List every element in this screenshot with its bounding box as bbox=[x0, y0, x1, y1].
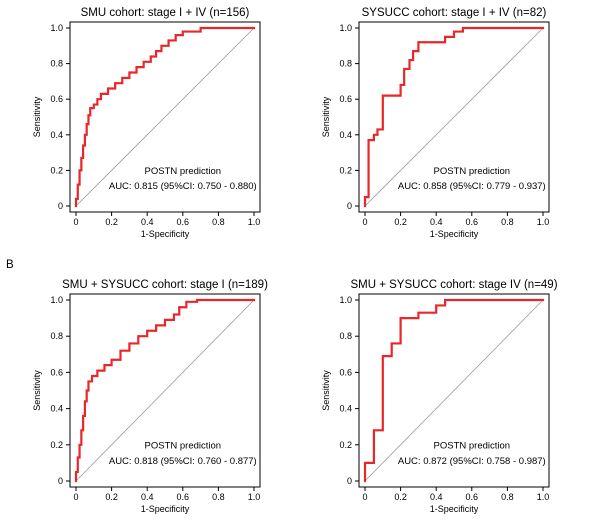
x-tick-label: 0.8 bbox=[212, 492, 225, 502]
reference-diagonal bbox=[75, 299, 255, 482]
roc-panel-3: SMU + SYSUCC cohort: stage I (n=189) 0 0.2… bbox=[32, 279, 268, 514]
annotation-auc: AUC: 0.872 (95%CI: 0.758 - 0.987) bbox=[398, 456, 546, 467]
annotation-model: POSTN prediction bbox=[434, 440, 511, 451]
roc-curve bbox=[363, 298, 545, 483]
annotation-model: POSTN prediction bbox=[145, 166, 222, 177]
y-tick-label: 0.6 bbox=[339, 94, 352, 104]
x-axis-label: 1-Specificity bbox=[430, 504, 479, 514]
annotation-auc: AUC: 0.815 (95%CI: 0.750 - 0.880) bbox=[109, 181, 257, 192]
roc-curve bbox=[74, 26, 256, 208]
y-tick-label: 0.8 bbox=[339, 59, 352, 69]
plot-frame bbox=[69, 293, 261, 488]
x-tick-label: 0.8 bbox=[501, 217, 514, 227]
x-tick-label: 0.8 bbox=[501, 492, 514, 502]
roc-panel-1: SMU cohort: stage I + IV (n=156) 0 0.2 0.4 0… bbox=[32, 7, 261, 239]
y-tick-label: 0.4 bbox=[50, 130, 63, 140]
plot-frame bbox=[358, 293, 550, 488]
y-tick-label: 0.6 bbox=[339, 367, 352, 377]
x-tick-label: 0.6 bbox=[466, 492, 479, 502]
y-tick-label: 1.0 bbox=[339, 23, 352, 33]
y-tick-label: 0.8 bbox=[50, 59, 63, 69]
chart-title: SMU cohort: stage I + IV (n=156) bbox=[81, 7, 250, 19]
x-tick-label: 0.4 bbox=[430, 217, 443, 227]
reference-diagonal bbox=[364, 299, 544, 482]
x-tick-label: 0.6 bbox=[177, 492, 190, 502]
x-tick-label: 0.2 bbox=[394, 492, 407, 502]
x-tick-label: 0 bbox=[362, 492, 367, 502]
y-tick-label: 0.2 bbox=[339, 165, 352, 175]
x-tick-label: 0.4 bbox=[141, 492, 154, 502]
x-axis-label: 1-Specificity bbox=[141, 504, 190, 514]
y-tick-label: 0 bbox=[347, 201, 352, 211]
y-tick-label: 1.0 bbox=[339, 295, 352, 305]
x-axis-label: 1-Specificity bbox=[430, 229, 479, 239]
x-tick-label: 0.6 bbox=[466, 217, 479, 227]
x-tick-label: 0.2 bbox=[105, 217, 118, 227]
y-tick-label: 1.0 bbox=[50, 23, 63, 33]
roc-curve bbox=[363, 26, 545, 208]
y-tick-label: 0.4 bbox=[339, 130, 352, 140]
x-tick-label: 0.2 bbox=[105, 492, 118, 502]
x-tick-label: 0 bbox=[73, 492, 78, 502]
annotation-model: POSTN prediction bbox=[145, 440, 222, 451]
roc-curve bbox=[74, 298, 256, 483]
x-tick-label: 0.6 bbox=[177, 217, 190, 227]
annotation-auc: AUC: 0.818 (95%CI: 0.760 - 0.877) bbox=[109, 456, 257, 467]
plot-frame bbox=[358, 21, 550, 213]
y-axis-label: Sensitivity bbox=[32, 370, 42, 411]
x-tick-label: 0.4 bbox=[141, 217, 154, 227]
y-tick-label: 0.6 bbox=[50, 94, 63, 104]
reference-diagonal bbox=[364, 27, 544, 207]
x-tick-label: 1.0 bbox=[248, 492, 261, 502]
x-tick-label: 1.0 bbox=[537, 492, 550, 502]
y-axis-label: Sensitivity bbox=[321, 96, 331, 137]
y-tick-label: 0.8 bbox=[339, 331, 352, 341]
reference-diagonal bbox=[75, 27, 255, 207]
y-tick-label: 0 bbox=[58, 201, 63, 211]
y-tick-label: 0.2 bbox=[50, 165, 63, 175]
y-axis-label: Sensitivity bbox=[321, 370, 331, 411]
y-tick-label: 1.0 bbox=[50, 295, 63, 305]
chart-title: SMU + SYSUCC cohort: stage I (n=189) bbox=[62, 279, 268, 291]
chart-title: SYSUCC cohort: stage I + IV (n=82) bbox=[362, 7, 547, 19]
y-tick-label: 0 bbox=[347, 476, 352, 486]
x-tick-label: 0 bbox=[362, 217, 367, 227]
annotation-auc: AUC: 0.858 (95%CI: 0.779 - 0.937) bbox=[398, 181, 546, 192]
y-axis-label: Sensitivity bbox=[32, 96, 42, 137]
x-axis-label: 1-Specificity bbox=[141, 229, 190, 239]
y-tick-label: 0.4 bbox=[50, 404, 63, 414]
plot-frame bbox=[69, 21, 261, 213]
chart-title: SMU + SYSUCC cohort: stage IV (n=49) bbox=[350, 279, 557, 291]
y-tick-label: 0.2 bbox=[339, 440, 352, 450]
y-tick-label: 0.2 bbox=[50, 440, 63, 450]
panel-letter: B bbox=[6, 259, 14, 271]
roc-panel-4: SMU + SYSUCC cohort: stage IV (n=49) 0 0.2… bbox=[321, 279, 558, 514]
roc-panel-2: SYSUCC cohort: stage I + IV (n=82) 0 0.2 0.… bbox=[321, 7, 550, 239]
annotation-model: POSTN prediction bbox=[434, 166, 511, 177]
x-tick-label: 0.8 bbox=[212, 217, 225, 227]
x-tick-label: 1.0 bbox=[248, 217, 261, 227]
y-tick-label: 0 bbox=[58, 476, 63, 486]
x-tick-label: 0.4 bbox=[430, 492, 443, 502]
x-tick-label: 1.0 bbox=[537, 217, 550, 227]
y-tick-label: 0.4 bbox=[339, 404, 352, 414]
x-tick-label: 0 bbox=[73, 217, 78, 227]
x-tick-label: 0.2 bbox=[394, 217, 407, 227]
y-tick-label: 0.8 bbox=[50, 331, 63, 341]
y-tick-label: 0.6 bbox=[50, 367, 63, 377]
